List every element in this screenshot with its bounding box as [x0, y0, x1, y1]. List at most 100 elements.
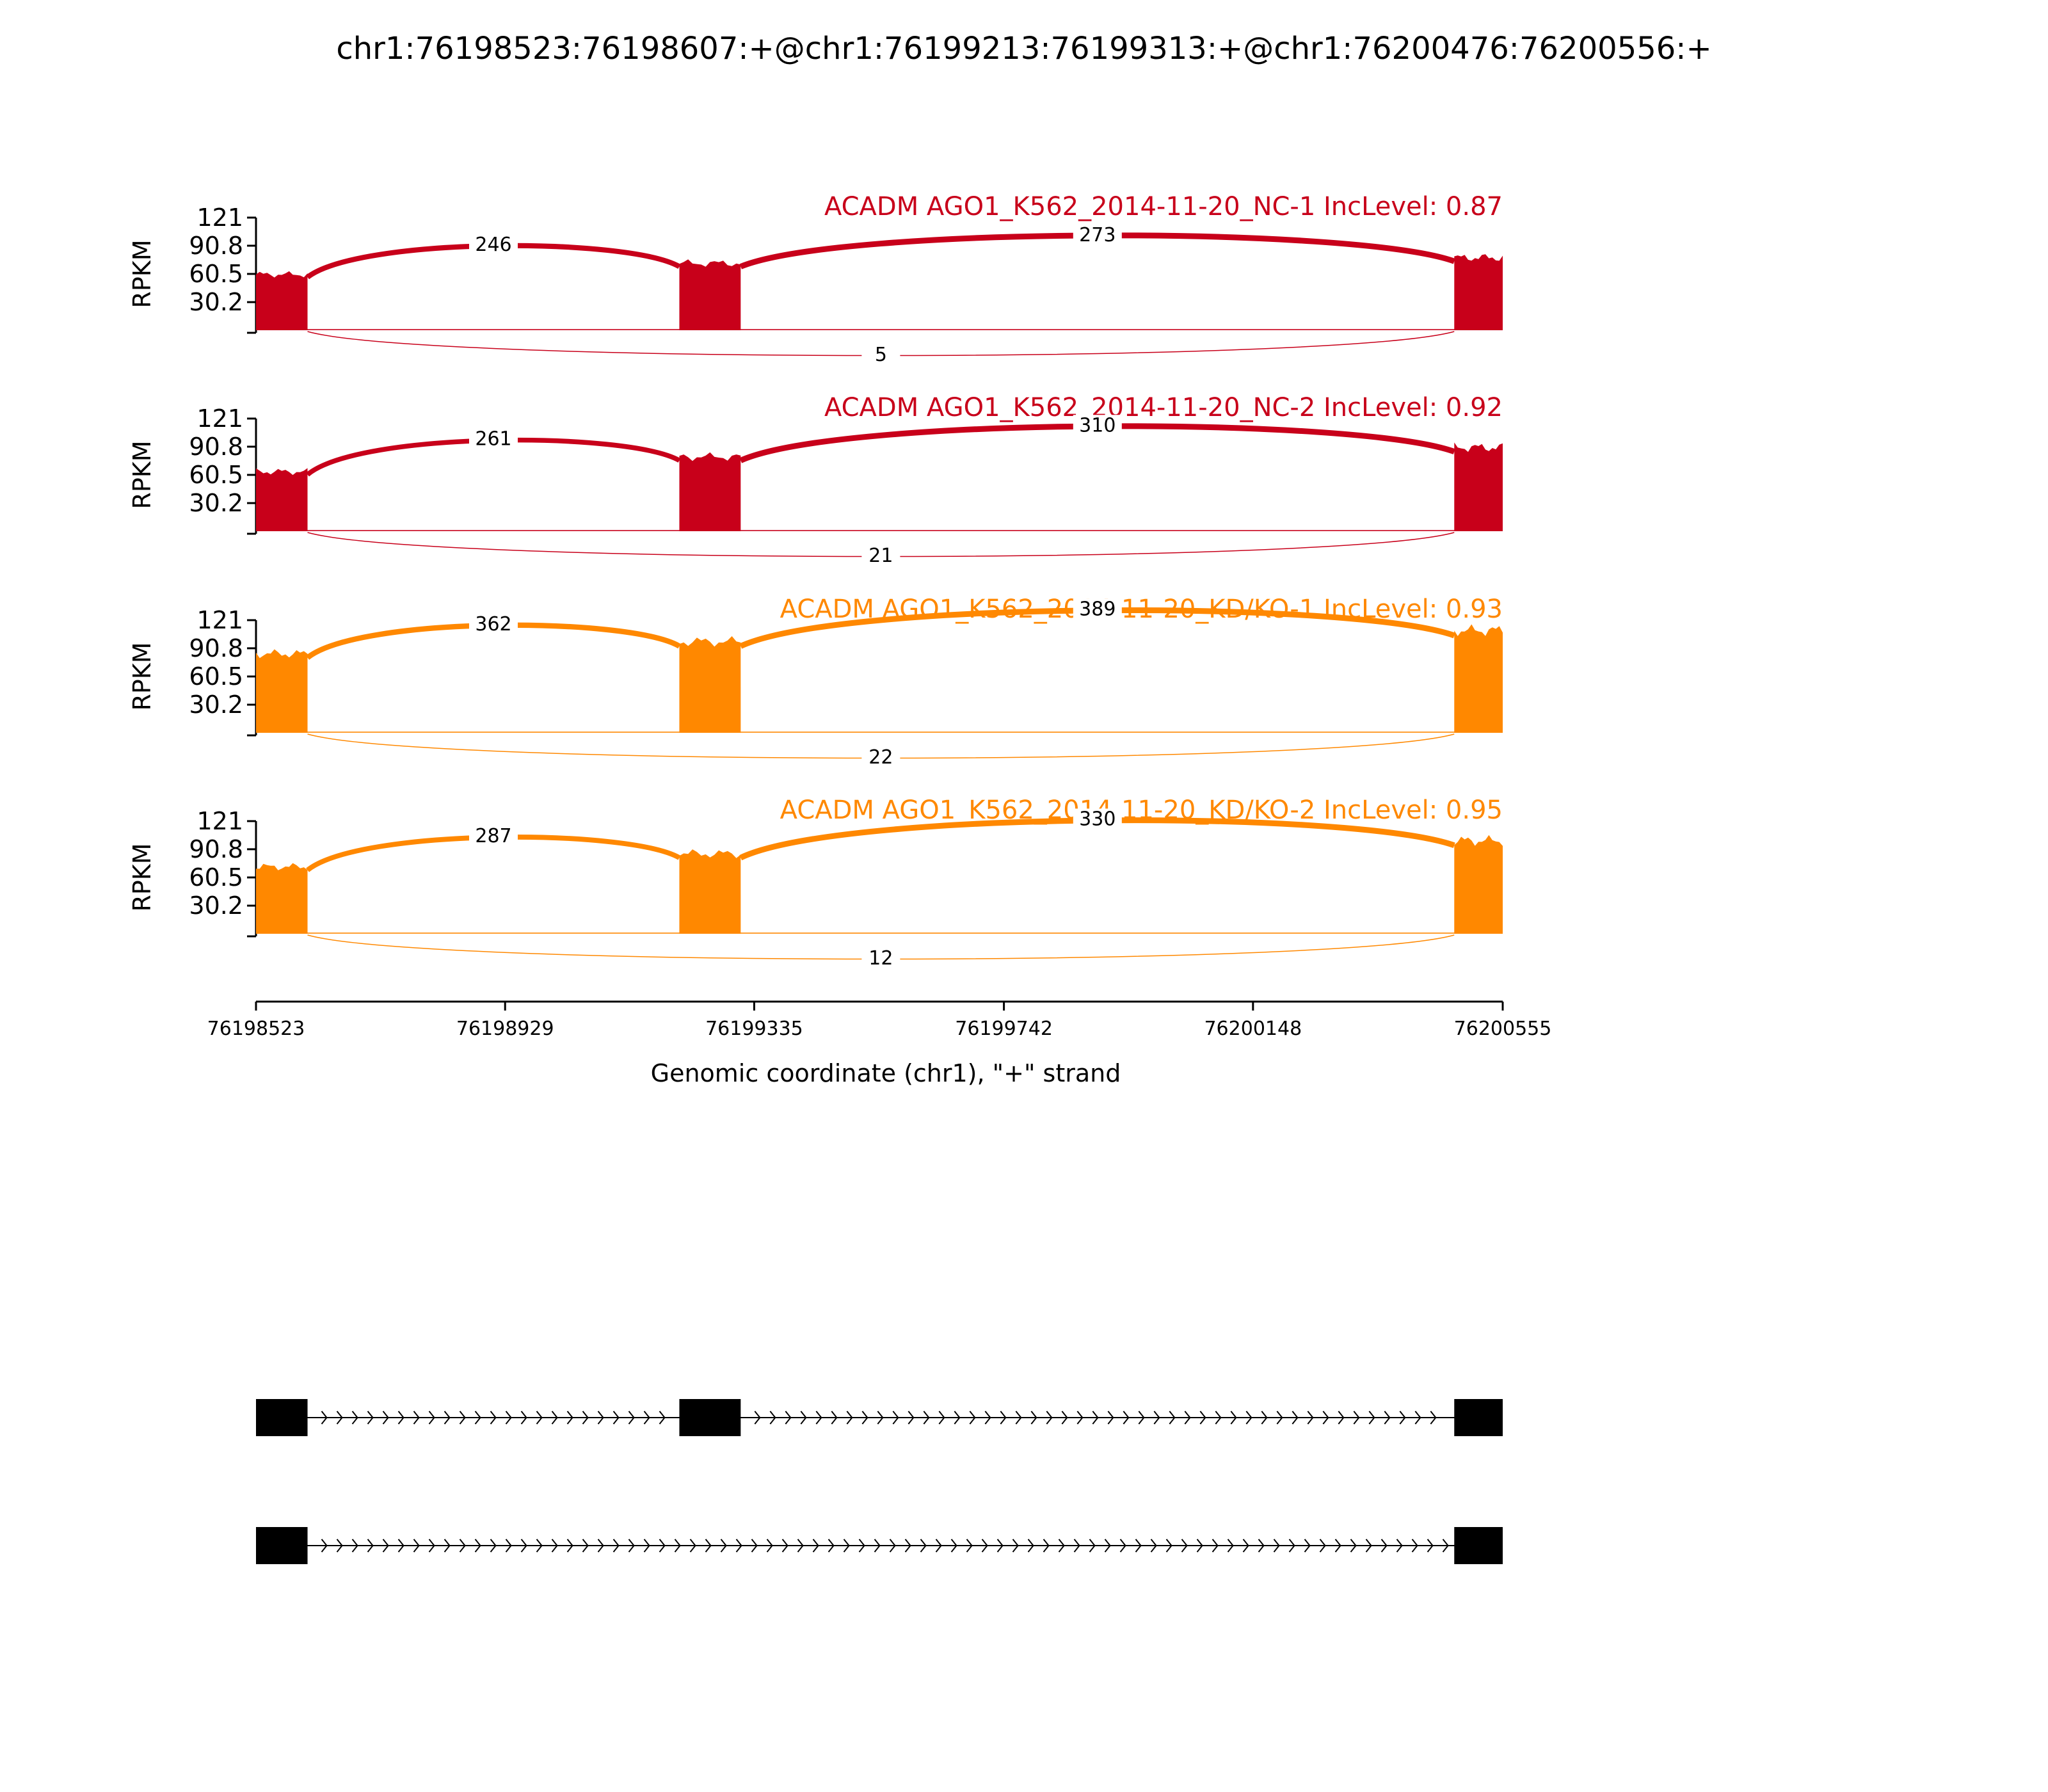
strand-arrow	[1165, 1539, 1172, 1553]
strand-arrow	[920, 1539, 927, 1553]
strand-arrow	[1012, 1539, 1019, 1553]
strand-arrow	[428, 1539, 435, 1553]
strand-arrow	[597, 1411, 604, 1425]
strand-arrow	[892, 1411, 899, 1425]
strand-arrow	[1104, 1539, 1111, 1553]
strand-arrow	[1365, 1539, 1372, 1553]
strand-arrow	[751, 1539, 758, 1553]
strand-arrow	[428, 1411, 435, 1425]
track-label: ACADM AGO1_K562_2014-11-20_NC-2 IncLevel…	[824, 393, 1503, 422]
strand-arrow	[935, 1539, 942, 1553]
strand-arrow	[1015, 1411, 1022, 1425]
strand-arrow	[582, 1411, 589, 1425]
strand-arrow	[1184, 1411, 1191, 1425]
junction-count-bg	[1073, 808, 1122, 829]
strand-arrow	[413, 1411, 420, 1425]
x-tick-label: 76198929	[456, 1018, 554, 1040]
strand-arrow	[1123, 1411, 1130, 1425]
strand-arrow	[628, 1539, 635, 1553]
exon-coverage	[256, 271, 308, 330]
exon-coverage	[256, 468, 308, 531]
junction-count-bg	[1073, 598, 1122, 620]
strand-arrow	[474, 1539, 481, 1553]
junction-count: 330	[1079, 808, 1116, 830]
exon-coverage	[256, 649, 308, 733]
exon-coverage	[679, 452, 741, 531]
strand-arrow	[954, 1411, 961, 1425]
strand-arrow	[659, 1411, 666, 1425]
isoform-structures	[256, 1399, 1503, 1564]
strand-arrow	[444, 1411, 451, 1425]
strand-arrow	[382, 1411, 389, 1425]
junction-count-bg	[861, 545, 900, 566]
y-tick-label: 90.8	[189, 835, 243, 863]
strand-arrow	[996, 1539, 1004, 1553]
exon-coverage	[256, 863, 308, 934]
junction-count-bg	[1073, 415, 1122, 436]
strand-arrow	[1215, 1411, 1222, 1425]
strand-arrow	[735, 1539, 742, 1553]
junction-count: 310	[1079, 414, 1116, 436]
exon-coverage	[1454, 442, 1503, 531]
strand-arrow	[874, 1539, 881, 1553]
strand-arrow	[551, 1411, 558, 1425]
exon-coverage	[1454, 254, 1503, 330]
strand-arrow	[781, 1539, 788, 1553]
strand-arrow	[1242, 1539, 1249, 1553]
strand-arrow	[1276, 1411, 1283, 1425]
strand-arrow	[904, 1539, 911, 1553]
strand-arrow	[1414, 1411, 1421, 1425]
strand-arrow	[1411, 1539, 1418, 1553]
junction-count-bg	[1073, 224, 1122, 245]
junction-count-bg	[469, 234, 518, 255]
exon-block	[1454, 1527, 1503, 1564]
junction-count: 12	[868, 947, 893, 970]
strand-arrow	[769, 1411, 776, 1425]
strand-arrow	[1334, 1539, 1341, 1553]
junction-count-bg	[861, 747, 900, 767]
strand-arrow	[351, 1539, 358, 1553]
strand-arrow	[1027, 1539, 1034, 1553]
exon-block	[256, 1527, 308, 1564]
junction-count-bg	[469, 428, 518, 449]
x-tick-label: 76199742	[955, 1018, 1053, 1040]
exon-coverage	[1454, 624, 1503, 733]
track-label: ACADM AGO1_K562_2014-11-20_NC-1 IncLevel…	[824, 192, 1503, 221]
strand-arrow	[1030, 1411, 1037, 1425]
strand-arrow	[1350, 1539, 1357, 1553]
strand-arrow	[1169, 1411, 1176, 1425]
strand-arrow	[1196, 1539, 1203, 1553]
strand-arrow	[766, 1539, 773, 1553]
y-tick-label: 30.2	[189, 892, 243, 920]
strand-arrow	[321, 1411, 328, 1425]
strand-arrow	[643, 1411, 650, 1425]
y-tick-label: 121	[196, 807, 243, 835]
x-tick-label: 76198523	[207, 1018, 305, 1040]
y-tick-label: 60.5	[189, 461, 243, 489]
exon-block	[1454, 1399, 1503, 1436]
strand-arrow	[397, 1411, 404, 1425]
strand-arrow	[1199, 1411, 1206, 1425]
isoform-2	[256, 1527, 1503, 1564]
strand-arrow	[938, 1411, 945, 1425]
strand-arrow	[950, 1539, 957, 1553]
strand-arrow	[1061, 1411, 1068, 1425]
y-axis-label: RPKM	[128, 642, 156, 710]
x-tick-label: 76200148	[1204, 1018, 1302, 1040]
strand-arrow	[1307, 1411, 1314, 1425]
y-tick-label: 121	[196, 404, 243, 433]
strand-arrow	[367, 1539, 374, 1553]
strand-arrow	[490, 1539, 497, 1553]
strand-arrow	[551, 1539, 558, 1553]
isoform-1	[256, 1399, 1503, 1436]
strand-arrow	[582, 1539, 589, 1553]
y-tick-label: 90.8	[189, 232, 243, 260]
strand-arrow	[800, 1411, 807, 1425]
strand-arrow	[382, 1539, 389, 1553]
strand-arrow	[1273, 1539, 1280, 1553]
strand-arrow	[1043, 1539, 1050, 1553]
strand-arrow	[566, 1539, 573, 1553]
